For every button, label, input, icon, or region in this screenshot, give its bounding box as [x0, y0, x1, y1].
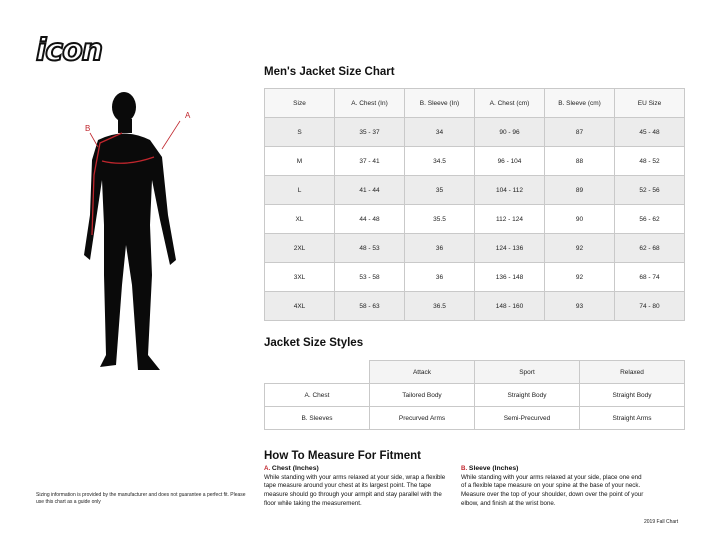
styles-title: Jacket Size Styles	[264, 337, 364, 349]
table-cell: Tailored Body	[369, 383, 475, 407]
table-cell: 90 - 96	[474, 117, 545, 147]
header-cell: B. Sleeve (cm)	[544, 88, 615, 118]
sleeve-instructions: B. Sleeve (Inches) While standing with y…	[461, 465, 644, 507]
table-cell: 52 - 56	[614, 175, 685, 205]
table-cell: Straight Body	[579, 383, 685, 407]
table-cell: 36.5	[404, 291, 475, 321]
table-header-row: Attack Sport Relaxed	[264, 360, 685, 384]
table-cell: 74 - 80	[614, 291, 685, 321]
table-cell: 4XL	[264, 291, 335, 321]
table-cell: 62 - 68	[614, 233, 685, 263]
measure-title: How To Measure For Fitment	[264, 450, 421, 462]
table-cell: 35 - 37	[334, 117, 405, 147]
footer-label: 2019 Fall Chart	[644, 519, 679, 525]
table-row: S 35 - 37 34 90 - 96 87 45 - 48	[264, 117, 685, 147]
table-cell: 53 - 58	[334, 262, 405, 292]
header-cell	[264, 360, 370, 384]
table-cell: 112 - 124	[474, 204, 545, 234]
table-row: B. Sleeves Precurved Arms Semi-Precurved St…	[264, 406, 685, 430]
header-cell: A. Chest (In)	[334, 88, 405, 118]
header-cell: A. Chest (cm)	[474, 88, 545, 118]
chest-instructions: A. Chest (Inches) While standing with yo…	[264, 465, 446, 507]
table-cell: 93	[544, 291, 615, 321]
table-cell: 3XL	[264, 262, 335, 292]
table-cell: 44 - 48	[334, 204, 405, 234]
table-cell: 37 - 41	[334, 146, 405, 176]
table-cell: 104 - 112	[474, 175, 545, 205]
header-cell: Relaxed	[579, 360, 685, 384]
table-cell: 136 - 148	[474, 262, 545, 292]
table-row: 4XL 58 - 63 36.5 148 - 160 93 74 - 80	[264, 291, 685, 321]
size-chart-table: Size A. Chest (In) B. Sleeve (In) A. Che…	[264, 88, 685, 321]
table-cell: 88	[544, 146, 615, 176]
table-cell: 36	[404, 262, 475, 292]
table-cell: 36	[404, 233, 475, 263]
table-header-row: Size A. Chest (In) B. Sleeve (In) A. Che…	[264, 88, 685, 118]
table-cell: 41 - 44	[334, 175, 405, 205]
sleeve-measure-line	[91, 132, 123, 236]
table-cell: M	[264, 146, 335, 176]
table-cell: Straight Arms	[579, 406, 685, 430]
table-cell: B. Sleeves	[264, 406, 370, 430]
table-cell: 92	[544, 262, 615, 292]
table-row: XL 44 - 48 35.5 112 - 124 90 56 - 62	[264, 204, 685, 234]
table-cell: 2XL	[264, 233, 335, 263]
styles-table: Attack Sport Relaxed A. Chest Tailored Bo…	[264, 360, 685, 430]
table-cell: 48 - 53	[334, 233, 405, 263]
table-cell: 45 - 48	[614, 117, 685, 147]
table-cell: 68 - 74	[614, 262, 685, 292]
table-cell: 34	[404, 117, 475, 147]
table-cell: S	[264, 117, 335, 147]
table-row: A. Chest Tailored Body Straight Body Straig…	[264, 383, 685, 407]
table-cell: 35	[404, 175, 475, 205]
table-cell: 90	[544, 204, 615, 234]
table-cell: 87	[544, 117, 615, 147]
table-cell: A. Chest	[264, 383, 370, 407]
table-row: L 41 - 44 35 104 - 112 89 52 - 56	[264, 175, 685, 205]
header-cell: Sport	[474, 360, 580, 384]
table-cell: 56 - 62	[614, 204, 685, 234]
table-cell: L	[264, 175, 335, 205]
table-cell: 34.5	[404, 146, 475, 176]
size-chart-title: Men's Jacket Size Chart	[264, 66, 395, 78]
table-cell: 96 - 104	[474, 146, 545, 176]
header-cell: B. Sleeve (In)	[404, 88, 475, 118]
label-a: A	[185, 111, 191, 120]
header-cell: Size	[264, 88, 335, 118]
label-b: B	[85, 124, 91, 133]
header-cell: Attack	[369, 360, 475, 384]
body-silhouette	[84, 92, 181, 370]
table-cell: 58 - 63	[334, 291, 405, 321]
table-cell: Semi-Precurved	[474, 406, 580, 430]
table-cell: Straight Body	[474, 383, 580, 407]
table-cell: XL	[264, 204, 335, 234]
table-row: 3XL 53 - 58 36 136 - 148 92 68 - 74	[264, 262, 685, 292]
table-row: M 37 - 41 34.5 96 - 104 88 48 - 52	[264, 146, 685, 176]
table-cell: 48 - 52	[614, 146, 685, 176]
table-cell: 148 - 160	[474, 291, 545, 321]
table-cell: 124 - 136	[474, 233, 545, 263]
table-cell: 89	[544, 175, 615, 205]
table-cell: 35.5	[404, 204, 475, 234]
disclaimer: Sizing information is provided by the ma…	[36, 492, 246, 505]
table-cell: Precurved Arms	[369, 406, 475, 430]
chest-measure-line	[101, 156, 155, 164]
table-row: 2XL 48 - 53 36 124 - 136 92 62 - 68	[264, 233, 685, 263]
table-cell: 92	[544, 233, 615, 263]
header-cell: EU Size	[614, 88, 685, 118]
icon-logo: icon	[35, 33, 104, 68]
